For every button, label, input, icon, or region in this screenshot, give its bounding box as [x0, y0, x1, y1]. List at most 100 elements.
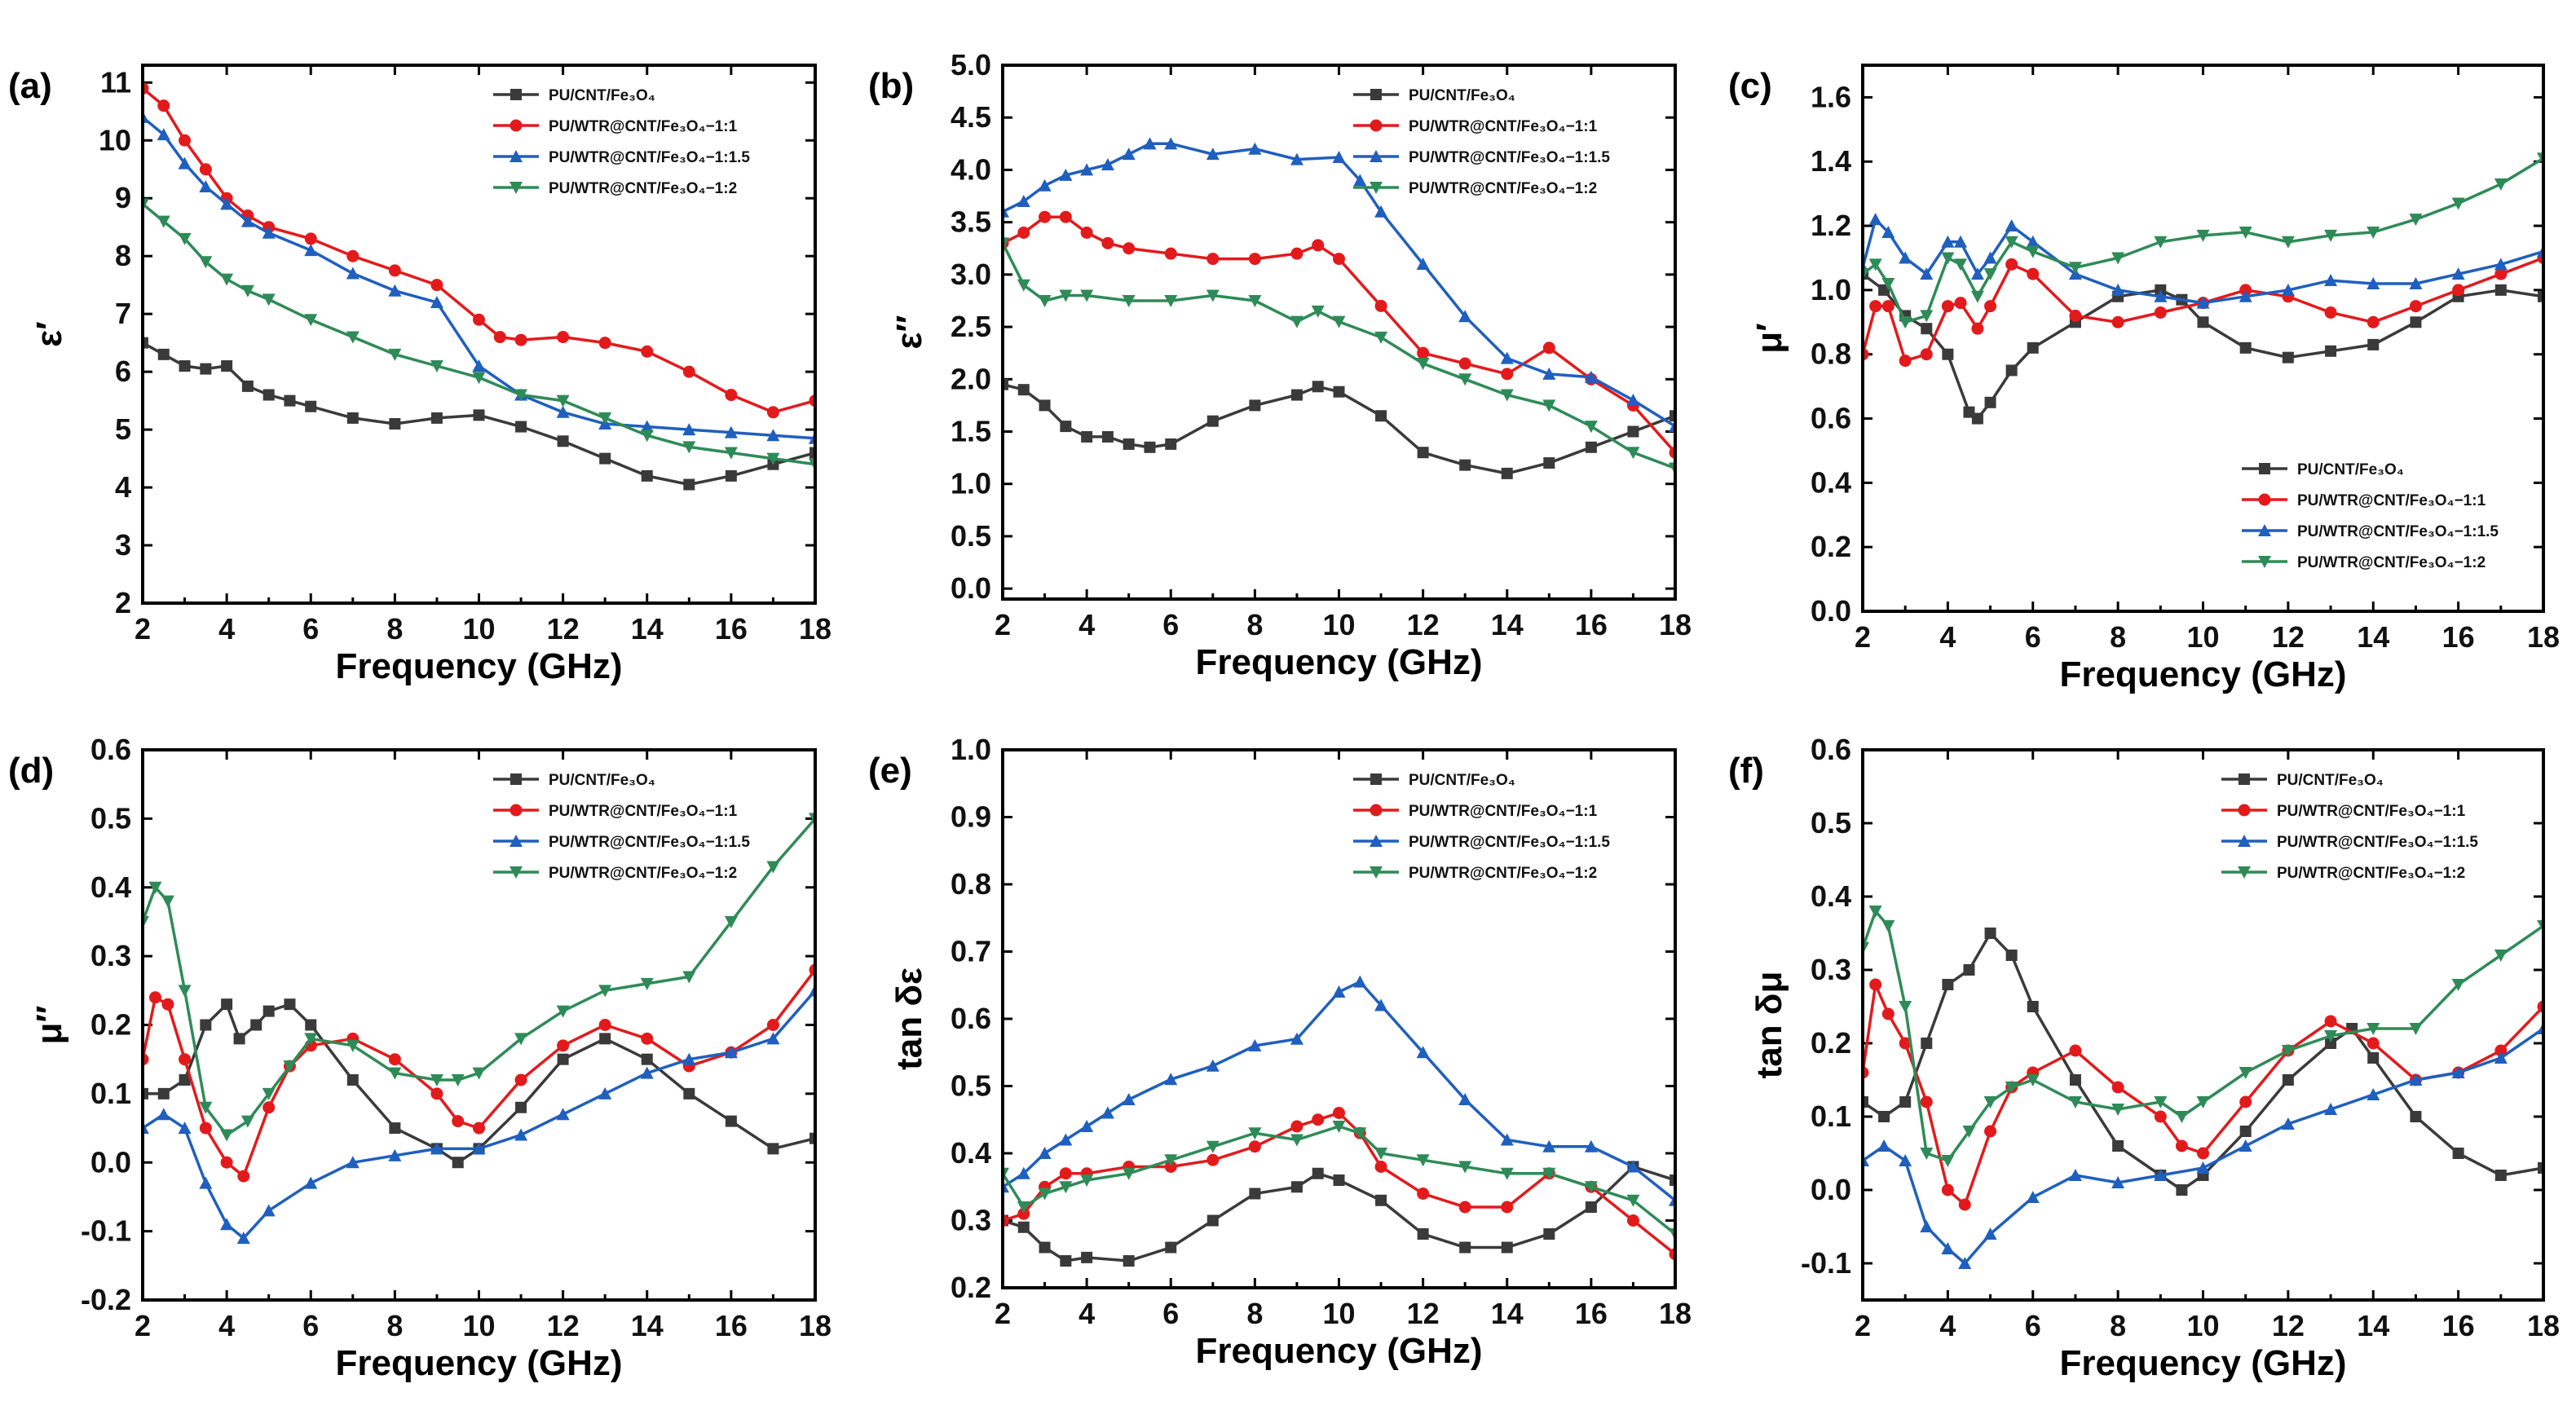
data-point: [1970, 267, 1984, 280]
legend-marker: [1370, 119, 1383, 132]
y-tick-label: 0.0: [951, 571, 991, 605]
y-tick-label: -0.1: [1801, 1246, 1851, 1280]
data-point: [1248, 142, 1262, 155]
data-point: [1017, 1207, 1030, 1220]
data-point: [2367, 1052, 2380, 1064]
data-point: [1017, 1201, 1030, 1214]
data-point: [2069, 309, 2082, 322]
data-point: [179, 1053, 192, 1066]
data-point: [452, 1115, 465, 1128]
data-point: [304, 232, 317, 245]
panel-label: (e): [868, 751, 912, 791]
data-point: [346, 1039, 359, 1052]
chart-panel-3: (c) 2 4 6 8 10 12 14 16 18 0.0 0.2 0.4 0.6 0.8 1.0 1.2 1.…: [1728, 64, 2560, 694]
data-point: [1942, 348, 1954, 360]
data-point: [1122, 1093, 1136, 1105]
data-point: [262, 1087, 276, 1100]
plot-frame: [1001, 64, 1677, 601]
data-point: [1080, 289, 1094, 302]
x-tick-label: 12: [2272, 1309, 2305, 1342]
data-point: [178, 232, 192, 245]
data-point: [809, 1132, 815, 1144]
data-point: [1899, 355, 1912, 368]
x-tick-label: 18: [1659, 608, 1692, 641]
data-point: [2196, 296, 2210, 309]
data-point: [2410, 1111, 2422, 1122]
data-point: [1584, 1181, 1598, 1194]
data-point: [1374, 998, 1388, 1011]
y-tick-label: 0.4: [951, 1136, 991, 1170]
panel-label: (c): [1728, 66, 1772, 106]
data-point: [452, 1157, 464, 1169]
data-point: [766, 861, 780, 874]
data-point: [1165, 438, 1177, 450]
data-point: [262, 1101, 276, 1114]
series-3: [1003, 975, 1675, 1206]
data-point: [2197, 316, 2209, 328]
data-point: [515, 421, 527, 433]
data-point: [2111, 315, 2124, 328]
data-point: [725, 469, 737, 482]
data-point: [1333, 253, 1345, 266]
legend-label: PU/WTR@CNT/Fe₃O₄−1:1: [2277, 803, 2466, 820]
data-point: [1971, 322, 1984, 335]
data-point: [2324, 1015, 2337, 1028]
data-point: [1584, 421, 1598, 434]
data-point: [430, 279, 443, 292]
data-point: [178, 985, 192, 998]
data-point: [1206, 148, 1220, 161]
data-point: [1164, 1161, 1177, 1173]
legend-label: PU/CNT/Fe₃O₄: [1409, 772, 1515, 789]
data-point: [233, 1033, 245, 1045]
y-tick-label: 8: [115, 239, 131, 272]
data-point: [1863, 1096, 1868, 1108]
data-point: [1670, 1174, 1675, 1186]
x-axis-label: Frequency (GHz): [1195, 1331, 1482, 1371]
data-point: [2239, 1139, 2252, 1152]
data-point: [1458, 1161, 1472, 1174]
data-point: [724, 1046, 738, 1059]
data-point: [200, 1019, 212, 1031]
data-point: [284, 394, 296, 407]
data-point: [557, 1039, 570, 1052]
data-point: [1584, 370, 1598, 383]
data-point: [199, 256, 213, 269]
series-line: [1003, 383, 1675, 475]
y-tick-label: 4: [115, 470, 131, 504]
data-point: [1459, 459, 1471, 471]
data-point: [1290, 389, 1303, 401]
data-point: [305, 1019, 317, 1031]
data-point: [1248, 253, 1261, 266]
x-tick-label: 16: [715, 1309, 748, 1342]
data-point: [1059, 168, 1073, 181]
data-point: [1899, 316, 1912, 329]
legend-label: PU/WTR@CNT/Fe₃O₄−1:1: [1409, 803, 1598, 820]
data-point: [2005, 1082, 2018, 1094]
legend-label: PU/WTR@CNT/Fe₃O₄−1:1.5: [549, 834, 750, 851]
x-tick-label: 18: [799, 612, 831, 646]
x-tick-label: 18: [2527, 620, 2560, 654]
data-point: [1984, 300, 1997, 313]
data-point: [283, 1060, 297, 1073]
series-3: [1863, 1022, 2543, 1269]
legend: PU/CNT/Fe₃O₄ PU/WTR@CNT/Fe₃O₄−1:1 PU/WTR@C…: [493, 772, 750, 882]
data-point: [157, 128, 170, 141]
data-point: [598, 412, 612, 425]
data-point: [237, 1170, 250, 1183]
x-tick-label: 10: [2186, 1309, 2219, 1342]
x-tick-label: 10: [462, 612, 495, 646]
series-3: [143, 110, 815, 444]
data-point: [557, 435, 569, 447]
data-point: [1353, 174, 1367, 187]
y-tick-label: 0.6: [1811, 733, 1851, 766]
data-point: [1899, 251, 1912, 264]
data-point: [682, 365, 695, 378]
data-point: [514, 1128, 528, 1141]
data-point: [557, 1053, 569, 1065]
data-point: [1869, 978, 1882, 991]
data-point: [2112, 1140, 2124, 1152]
data-point: [346, 1074, 359, 1086]
data-point: [2366, 1037, 2380, 1050]
data-point: [430, 412, 443, 424]
data-point: [1038, 294, 1052, 307]
